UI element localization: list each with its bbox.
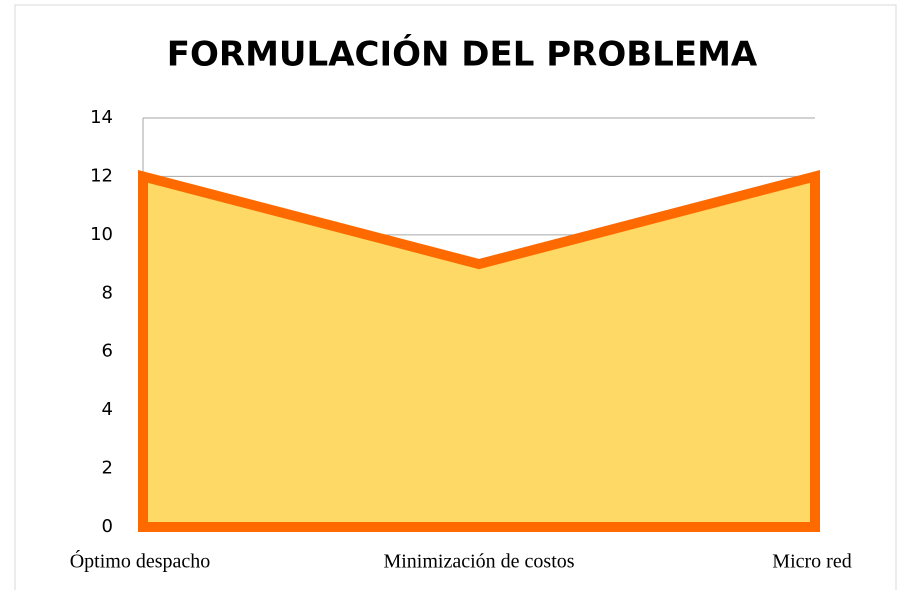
y-tick-label: 6 (102, 341, 113, 362)
y-tick-label: 0 (102, 516, 113, 537)
x-tick-label: Micro red (772, 551, 851, 573)
chart-title: FORMULACIÓN DEL PROBLEMA (167, 34, 758, 75)
x-tick-label: Minimización de costos (383, 551, 574, 573)
chart-frame (14, 4, 897, 590)
x-tick-label: Óptimo despacho (70, 549, 211, 573)
y-tick-label: 12 (90, 165, 113, 186)
y-tick-label: 10 (90, 224, 113, 245)
area (138, 169, 820, 532)
y-tick-label: 8 (102, 282, 113, 303)
y-tick-label: 4 (102, 399, 113, 420)
y-tick-label: 14 (90, 107, 113, 128)
y-tick-label: 2 (102, 458, 113, 479)
